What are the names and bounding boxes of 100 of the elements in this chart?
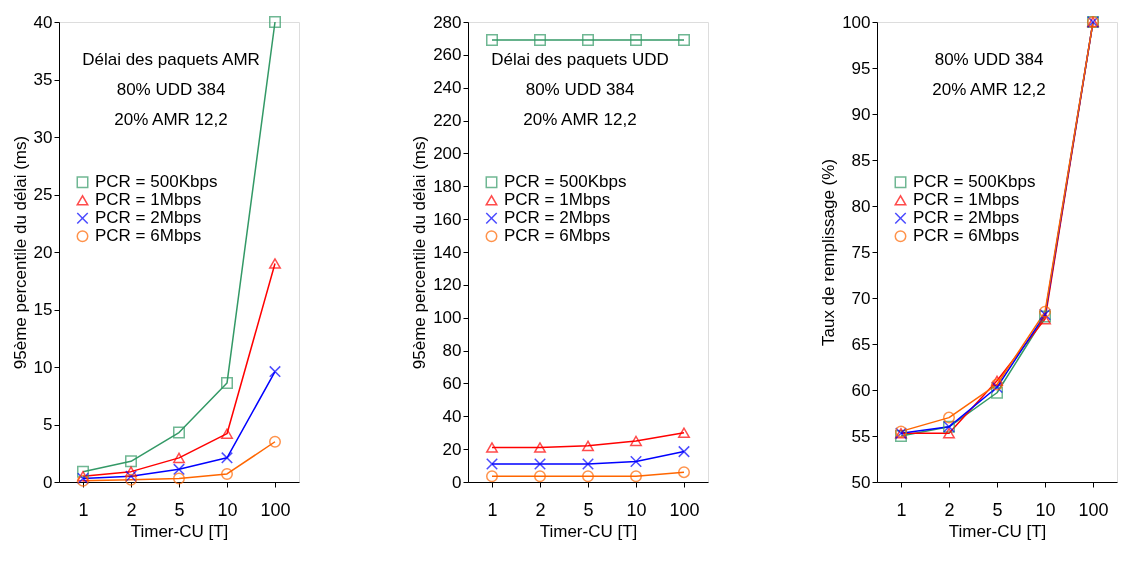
y-tick-label: 180	[433, 176, 462, 196]
point	[77, 465, 89, 478]
point	[582, 470, 594, 483]
y-tick-label: 60	[851, 380, 871, 400]
point	[221, 467, 233, 480]
annotation: 80% UDD 384	[525, 80, 635, 99]
point	[678, 466, 690, 479]
y-tick-label: 70	[851, 288, 871, 308]
x-tick-label: 100	[1078, 499, 1109, 520]
y-tick-label: 90	[851, 104, 871, 124]
point	[534, 34, 546, 47]
annotation: 80% UDD 384	[116, 80, 226, 99]
point	[630, 435, 642, 447]
x-tick-label: 2	[535, 499, 546, 520]
y-tick-label: 260	[433, 45, 462, 65]
legend-label: PCR = 2Mbps	[504, 208, 611, 228]
annotation: Délai des paquets UDD	[491, 50, 669, 69]
x-tick-label: 5	[992, 499, 1003, 520]
x-tick-label: 1	[896, 499, 907, 520]
point	[173, 426, 185, 439]
y-tick-label: 20	[442, 439, 462, 459]
y-tick-label: 65	[851, 334, 871, 354]
point	[221, 377, 233, 390]
y-tick-label: 80	[851, 196, 871, 216]
y-tick-label: 10	[33, 357, 53, 377]
legend-label: PCR = 6Mbps	[913, 226, 1020, 246]
y-tick-label: 200	[433, 143, 462, 163]
y-axis-title: 95ème percentile du délai (ms)	[10, 135, 30, 370]
point	[125, 466, 137, 477]
point	[534, 442, 546, 453]
y-axis-title: Taux de remplissage (%)	[819, 158, 839, 347]
point	[269, 258, 281, 269]
annotation: 20% AMR 12,2	[932, 80, 1046, 99]
legend-label: PCR = 6Mbps	[95, 226, 202, 246]
point	[269, 365, 281, 378]
point	[678, 34, 690, 47]
legend-label: PCR = 1Mbps	[504, 190, 611, 210]
x-tick-label: 5	[583, 499, 594, 520]
x-axis-title: Timer-CU [T]	[130, 521, 229, 541]
x-tick-label: 10	[1035, 499, 1056, 520]
point	[173, 472, 185, 485]
annotation: 20% AMR 12,2	[114, 110, 228, 129]
point	[221, 428, 233, 439]
x-tick-label: 10	[626, 499, 647, 520]
y-tick-label: 40	[442, 406, 462, 426]
y-tick-label: 55	[851, 426, 871, 446]
y-tick-label: 160	[433, 209, 462, 229]
point	[991, 375, 1003, 387]
y-tick-label: 15	[33, 300, 53, 319]
point	[630, 34, 642, 47]
point	[486, 470, 498, 483]
point	[125, 455, 137, 468]
point	[486, 457, 498, 470]
y-tick-label: 40	[33, 12, 53, 32]
y-axis-title: 95ème percentile du délai (ms)	[410, 135, 430, 370]
point	[173, 463, 185, 476]
legend-label: PCR = 6Mbps	[504, 226, 611, 246]
point	[678, 427, 690, 439]
y-tick-label: 280	[433, 12, 462, 32]
x-axis-title: Timer-CU [T]	[948, 521, 1047, 541]
x-tick-label: 1	[78, 499, 89, 520]
y-tick-label: 60	[442, 373, 462, 393]
x-tick-label: 100	[260, 499, 291, 520]
legend-label: PCR = 2Mbps	[95, 208, 202, 228]
point	[630, 470, 642, 483]
y-tick-label: 240	[433, 78, 462, 98]
annotation: 80% UDD 384	[934, 50, 1044, 69]
y-tick-label: 0	[452, 472, 462, 492]
point	[269, 16, 281, 28]
y-tick-label: 0	[43, 472, 53, 492]
legend-label: PCR = 500Kbps	[95, 172, 218, 192]
y-tick-label: 85	[851, 150, 871, 170]
point	[534, 470, 546, 483]
point	[486, 34, 498, 47]
y-tick-label: 30	[33, 127, 53, 147]
legend-label: PCR = 500Kbps	[504, 172, 627, 192]
x-tick-label: 5	[174, 499, 185, 520]
y-tick-label: 25	[33, 185, 53, 204]
point	[991, 386, 1003, 399]
y-tick-label: 100	[433, 308, 462, 328]
point	[534, 457, 546, 470]
legend-label: PCR = 1Mbps	[913, 190, 1020, 210]
point	[582, 440, 594, 452]
annotation: Délai des paquets AMR	[82, 50, 260, 69]
y-tick-label: 120	[433, 275, 462, 295]
legend-label: PCR = 1Mbps	[95, 190, 202, 210]
legend-label: PCR = 500Kbps	[913, 172, 1036, 192]
y-tick-label: 5	[43, 415, 53, 434]
annotation: 20% AMR 12,2	[523, 110, 637, 129]
y-tick-label: 20	[33, 242, 53, 262]
y-tick-label: 95	[851, 58, 871, 78]
point	[486, 442, 498, 453]
x-tick-label: 100	[669, 499, 700, 520]
x-tick-label: 10	[217, 499, 238, 520]
point	[678, 445, 690, 458]
point	[221, 451, 233, 464]
x-tick-label: 2	[126, 499, 137, 520]
x-tick-label: 2	[944, 499, 955, 520]
y-tick-label: 35	[33, 70, 53, 89]
y-tick-label: 50	[851, 472, 871, 492]
